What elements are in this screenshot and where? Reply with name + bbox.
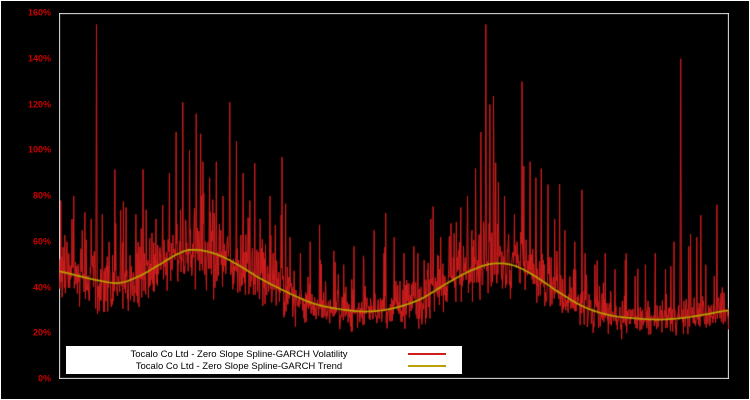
legend-row-volatility: Tocalo Co Ltd - Zero Slope Spline-GARCH … [70,348,458,360]
legend-label-volatility: Tocalo Co Ltd - Zero Slope Spline-GARCH … [130,348,348,360]
y-tick-label: 100% [27,144,51,155]
y-axis-labels: 0% 20% 40% 60% 80% 100% 120% 140% 160% [1,8,55,383]
y-tick-label: 60% [32,236,51,247]
y-tick-label: 140% [27,53,51,64]
legend-label-trend: Tocalo Co Ltd - Zero Slope Spline-GARCH … [135,360,343,372]
legend-line-volatility-icon [408,353,446,355]
y-tick-label: 0% [37,373,51,384]
volatility-series-canvas [59,13,729,379]
y-tick-label: 80% [32,190,51,201]
plot-area: Tocalo Co Ltd - Zero Slope Spline-GARCH … [59,13,729,379]
legend: Tocalo Co Ltd - Zero Slope Spline-GARCH … [66,346,462,374]
legend-row-trend: Tocalo Co Ltd - Zero Slope Spline-GARCH … [70,360,458,372]
y-tick-label: 120% [27,99,51,109]
y-tick-label: 20% [32,327,51,338]
y-tick-label: 40% [32,282,51,292]
legend-line-trend-icon [408,365,446,367]
y-tick-label: 160% [27,7,51,18]
